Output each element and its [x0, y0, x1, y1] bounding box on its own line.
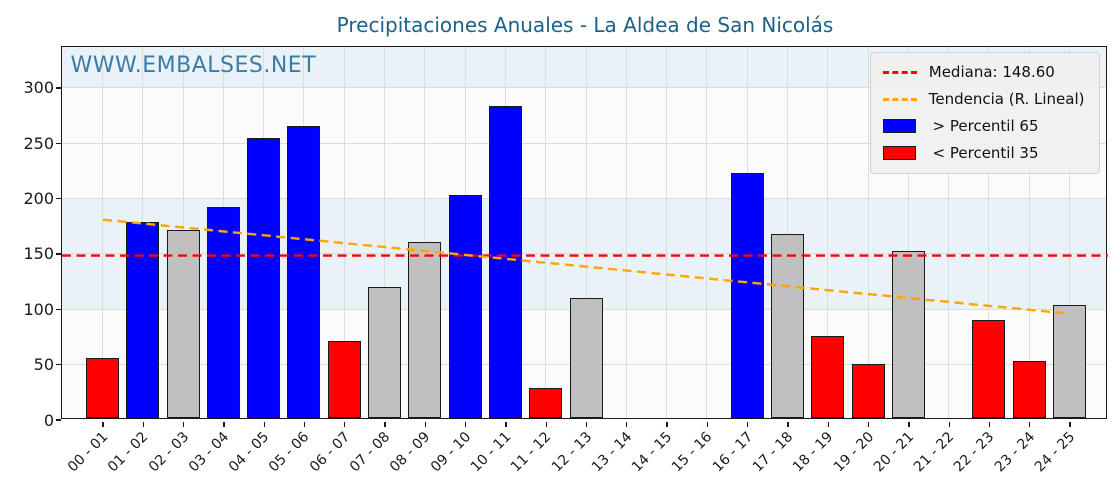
- y-tick-mark: [55, 198, 61, 200]
- watermark: WWW.EMBALSES.NET: [70, 52, 317, 78]
- y-tick-mark: [55, 419, 61, 421]
- x-tick-mark: [142, 421, 144, 427]
- x-tick-mark: [505, 421, 507, 427]
- x-tick-mark: [303, 421, 306, 427]
- h-gridline: [61, 198, 1106, 200]
- h-gridline: [61, 87, 1106, 89]
- bar-04-05: [247, 138, 281, 418]
- legend-item-trend: Tendencia (R. Lineal): [882, 89, 1085, 109]
- x-tick-mark: [867, 421, 870, 427]
- x-tick-mark: [666, 421, 668, 427]
- y-tick-mark: [55, 253, 61, 255]
- bar-23-24: [1012, 360, 1046, 418]
- x-tick-mark: [182, 421, 185, 427]
- bar-05-06: [287, 126, 321, 418]
- y-tick-label: 0: [43, 410, 54, 430]
- legend-label-median: Mediana: 148.60: [928, 62, 1055, 81]
- x-tick-mark: [223, 421, 225, 427]
- v-gridline: [545, 46, 547, 418]
- bar-07-08: [368, 286, 402, 418]
- v-gridline: [706, 46, 708, 418]
- bar-02-03: [166, 230, 200, 418]
- y-tick-mark: [55, 364, 61, 366]
- x-tick-mark: [585, 421, 588, 427]
- x-tick-mark: [626, 421, 628, 427]
- x-tick-mark: [102, 421, 104, 427]
- x-tick-mark: [263, 421, 265, 427]
- legend-item-below-p35: < Percentil 35: [882, 143, 1085, 163]
- trend-line: [102, 217, 1070, 315]
- blue-bar-swatch-icon: [882, 119, 916, 133]
- x-tick-mark: [706, 421, 709, 427]
- v-gridline: [384, 46, 386, 418]
- x-tick-mark: [424, 421, 427, 427]
- bar-11-12: [529, 388, 563, 418]
- trend-dashed-line-icon: [882, 97, 917, 101]
- x-tick-mark: [545, 421, 547, 427]
- x-tick-mark: [1069, 421, 1071, 427]
- legend-label-below-p35: < Percentil 35: [927, 143, 1039, 162]
- bar-19-20: [851, 363, 885, 418]
- y-tick-label: 50: [33, 355, 54, 375]
- x-tick-mark: [465, 421, 467, 427]
- y-tick-label: 250: [23, 133, 54, 153]
- x-tick-mark: [948, 421, 950, 427]
- bar-24-25: [1053, 305, 1086, 418]
- bar-09-10: [448, 194, 482, 418]
- v-gridline: [867, 46, 869, 418]
- bar-08-09: [408, 242, 442, 418]
- bar-16-17: [730, 172, 764, 418]
- h-gridline: [61, 142, 1106, 144]
- x-tick-mark: [344, 421, 346, 427]
- bar-22-23: [972, 319, 1006, 418]
- v-gridline: [666, 46, 668, 418]
- x-tick-mark: [747, 421, 749, 427]
- plot-area: WWW.EMBALSES.NET Mediana: 148.60 Tendenc…: [60, 45, 1108, 419]
- v-gridline: [585, 46, 587, 418]
- legend-label-above-p65: > Percentil 65: [927, 116, 1039, 135]
- v-gridline: [625, 46, 627, 418]
- legend-item-above-p65: > Percentil 65: [882, 116, 1085, 136]
- y-tick-label: 150: [23, 244, 54, 264]
- v-gridline: [1069, 46, 1070, 418]
- x-tick-mark: [1029, 421, 1031, 427]
- x-tick-mark: [827, 421, 829, 427]
- v-gridline: [343, 46, 345, 418]
- reference-lines: [61, 217, 1108, 315]
- bar-12-13: [569, 297, 603, 418]
- bar-03-04: [206, 206, 240, 418]
- bar-10-11: [488, 106, 522, 418]
- v-gridline: [424, 46, 426, 418]
- v-gridline: [786, 46, 788, 418]
- legend-label-trend: Tendencia (R. Lineal): [928, 89, 1085, 108]
- v-gridline: [988, 46, 990, 418]
- chart-title: Precipitaciones Anuales - La Aldea de Sa…: [336, 13, 834, 37]
- v-gridline: [827, 46, 829, 418]
- v-gridline: [102, 46, 103, 418]
- v-gridline: [907, 46, 909, 418]
- v-gridline: [1028, 46, 1030, 418]
- y-tick-label: 200: [23, 189, 54, 209]
- v-gridline: [948, 46, 950, 418]
- x-tick-mark: [787, 421, 789, 427]
- legend: Mediana: 148.60 Tendencia (R. Lineal) > …: [869, 51, 1100, 174]
- x-tick-mark: [384, 421, 386, 427]
- y-tick-label: 300: [23, 78, 54, 98]
- bar-18-19: [811, 336, 845, 418]
- bar-00-01: [86, 358, 119, 418]
- y-tick-mark: [55, 308, 61, 310]
- y-tick-mark: [55, 142, 61, 144]
- legend-item-median: Mediana: 148.60: [882, 62, 1085, 82]
- bar-17-18: [770, 234, 804, 418]
- bar-20-21: [891, 251, 925, 418]
- x-tick-mark: [908, 421, 910, 427]
- y-tick-label: 100: [23, 299, 54, 319]
- red-bar-swatch-icon: [882, 146, 916, 160]
- median-dashed-line-icon: [882, 70, 917, 74]
- bar-06-07: [327, 340, 361, 418]
- x-tick-mark: [988, 421, 991, 427]
- y-tick-mark: [55, 87, 61, 89]
